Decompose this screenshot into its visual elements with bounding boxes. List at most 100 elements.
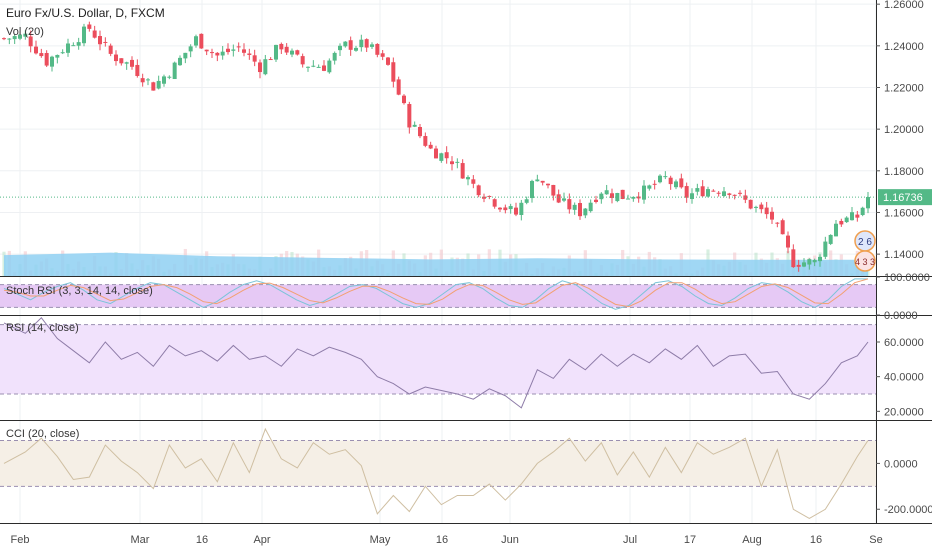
symbol-title: Euro Fx/U.S. Dollar, D, FXCM (6, 6, 165, 20)
candle-body (242, 49, 246, 53)
volume-label: Vol (20) (6, 26, 44, 38)
candle-body (455, 161, 460, 163)
stoch-axis-label: 100.0000 (884, 272, 930, 284)
candle-body (284, 46, 289, 53)
candle-body (636, 196, 641, 199)
candle-body (823, 241, 828, 257)
candle-body (231, 49, 236, 51)
candle-body (263, 59, 268, 75)
candle-body (679, 178, 684, 188)
candle-body (466, 177, 470, 180)
candle-body (652, 183, 657, 185)
candle-body (114, 54, 118, 62)
candle-body (87, 24, 92, 29)
x-axis-label: 16 (436, 534, 448, 546)
candle-body (764, 207, 769, 215)
candle-body (775, 222, 780, 224)
candle-body (855, 214, 860, 218)
candle-body (311, 65, 316, 67)
candle-body (290, 50, 294, 55)
x-axis-label: 17 (684, 534, 696, 546)
candle-body (482, 196, 486, 199)
x-axis-label: Apr (253, 534, 270, 546)
candle-body (146, 79, 150, 81)
candle-body (71, 45, 76, 47)
candle-body (722, 191, 726, 197)
candle-body (439, 153, 444, 161)
candle-body (274, 44, 278, 60)
candle-body (380, 53, 385, 57)
candle-body (434, 148, 438, 159)
cci-axis-label: -200.0000 (884, 504, 932, 516)
candle-body (850, 212, 854, 221)
candle-body (396, 79, 401, 95)
x-axis-label: Aug (742, 534, 762, 546)
candle-body (375, 43, 380, 55)
candle-body (103, 41, 108, 43)
candle-body (402, 95, 406, 104)
candle-body (700, 186, 705, 197)
candle-body (647, 185, 652, 189)
rsi-label: RSI (14, close) (6, 322, 79, 334)
candle-body (407, 104, 412, 128)
candle-body (663, 176, 668, 178)
candle-body (348, 40, 353, 50)
candle-body (492, 199, 497, 207)
candle-body (210, 52, 214, 54)
candle-body (562, 198, 566, 201)
candle-body (247, 53, 252, 55)
candle-body (540, 180, 545, 183)
candle-body (151, 82, 156, 91)
candle-body (524, 199, 529, 203)
candle-body (39, 53, 44, 57)
candle-body (834, 223, 838, 237)
cci-label: CCI (20, close) (6, 428, 79, 440)
candle-body (615, 192, 620, 202)
indicator-lines-layer (0, 196, 876, 519)
candle-body (98, 36, 102, 45)
candle-body (839, 220, 844, 225)
candle-body (498, 207, 502, 210)
candle-body (423, 136, 428, 146)
candle-body (780, 220, 785, 235)
cci-line (3, 427, 869, 519)
candle-body (220, 51, 225, 56)
candle-body (599, 193, 604, 200)
cci-axis-label: 0.0000 (884, 458, 918, 470)
candle-body (738, 192, 742, 194)
candle-body (55, 54, 60, 58)
candle-body (391, 62, 396, 82)
candle-body (172, 62, 177, 80)
candle-body (252, 55, 257, 62)
candle-body (188, 46, 193, 52)
candle-body (588, 202, 593, 212)
candle-body (503, 207, 508, 211)
candle-body (743, 195, 748, 200)
candle-body (668, 177, 673, 185)
candle-body (476, 185, 481, 196)
candle-body (860, 207, 865, 216)
candle-body (732, 194, 737, 196)
candle-body (796, 264, 801, 267)
candle-body (444, 152, 449, 159)
candle-body (300, 56, 305, 65)
candle-body (428, 144, 433, 149)
candle-body (530, 180, 534, 199)
earnings-badge[interactable]: 2 6 (854, 230, 876, 252)
candle-body (578, 203, 582, 217)
candles-layer (2, 21, 870, 272)
earnings-badge-count: 2 6 (858, 237, 872, 248)
candle-body (92, 30, 97, 38)
dividends-badge[interactable]: 4 3 3 (854, 250, 876, 272)
candle-body (178, 57, 182, 66)
x-axis-label: Jun (501, 534, 519, 546)
x-axis-label: Jul (623, 534, 637, 546)
candle-body (258, 62, 262, 73)
candle-body (460, 163, 465, 179)
last-price-tag (878, 189, 932, 206)
rsi-line (3, 316, 869, 409)
x-axis-label: 16 (810, 534, 822, 546)
price-axis-label: 1.22000 (884, 82, 924, 94)
